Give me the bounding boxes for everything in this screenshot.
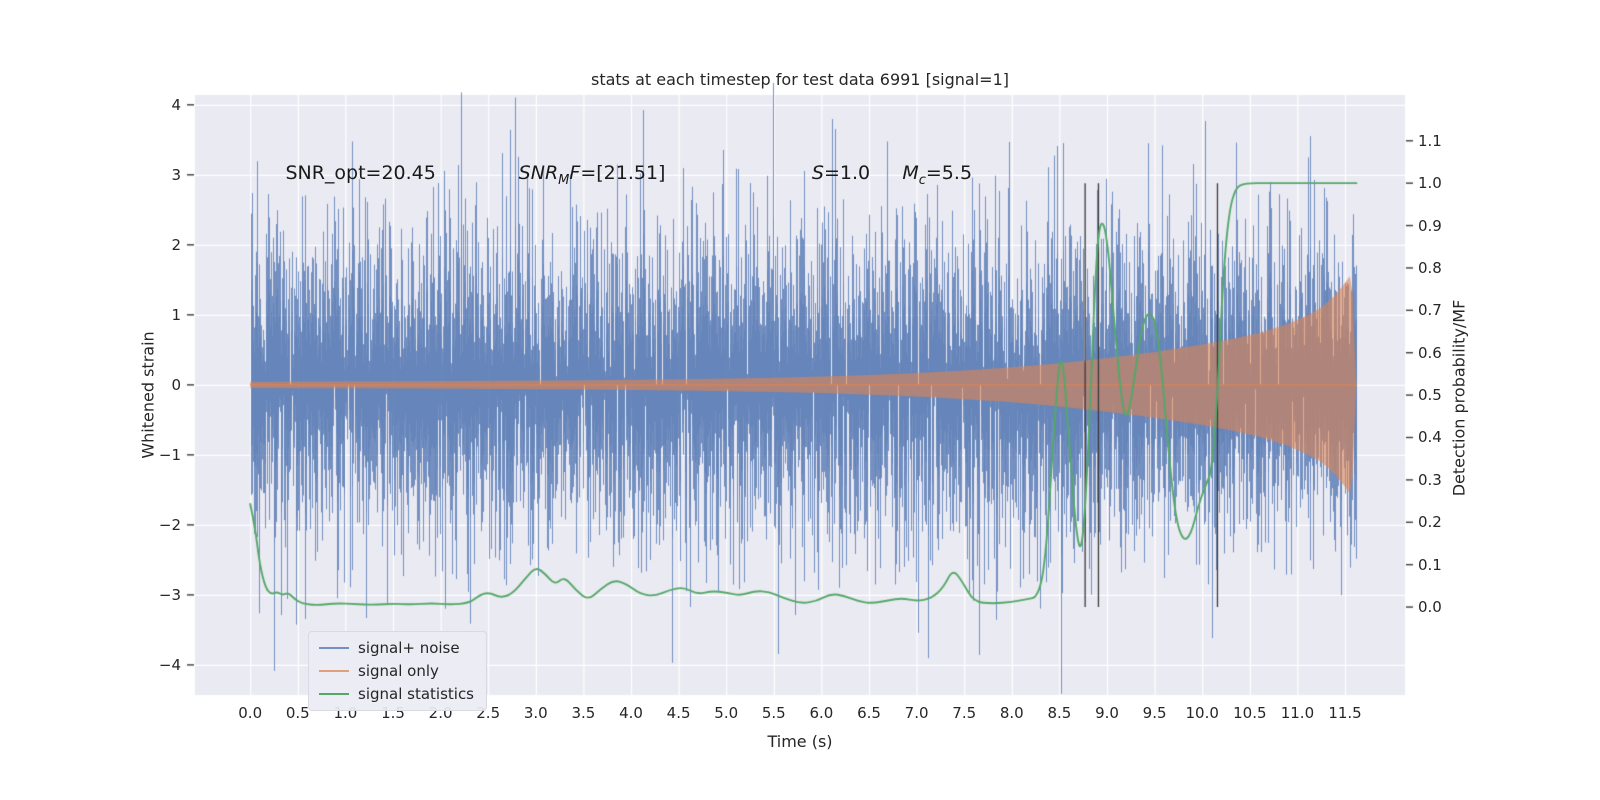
y-left-tick-label: −2 xyxy=(158,515,181,534)
x-tick-label: 3.0 xyxy=(523,704,548,722)
legend-label-signal-statistics: signal statistics xyxy=(358,685,475,703)
x-tick-label: 4.5 xyxy=(666,704,691,722)
x-tick-label: 0.5 xyxy=(285,704,310,722)
x-tick-label: 6.5 xyxy=(857,704,881,722)
legend-label-signal-only: signal only xyxy=(358,662,439,680)
x-tick-label: 11.5 xyxy=(1328,704,1362,722)
annotation-1: SNRMF=[21.51] xyxy=(518,162,666,189)
y-right-tick-label: 1.1 xyxy=(1418,131,1442,150)
legend-swatch-signal-only xyxy=(319,670,349,672)
x-tick-label: 4.0 xyxy=(619,704,643,722)
x-tick-label: 7.5 xyxy=(952,704,977,722)
y-left-tick-label: 4 xyxy=(171,95,181,114)
x-tick-label: 5.0 xyxy=(714,704,739,722)
annotation-2: S=1.0 xyxy=(811,162,871,185)
legend-swatch-signal-noise xyxy=(319,647,349,649)
x-tick-label: 9.0 xyxy=(1095,704,1119,722)
y-right-tick-label: 0.4 xyxy=(1418,428,1442,447)
legend-item-signal-only: signal only xyxy=(319,662,474,680)
y-right-tick-label: 0.2 xyxy=(1418,513,1442,532)
annotation-0: SNR_opt=20.45 xyxy=(285,162,436,185)
x-tick-label: 5.5 xyxy=(761,704,786,722)
x-tick-label: 3.5 xyxy=(571,704,596,722)
x-tick-label: 11.0 xyxy=(1280,704,1315,722)
legend-label-signal-noise: signal+ noise xyxy=(358,639,460,657)
y-left-tick-label: 0 xyxy=(171,375,181,394)
y-right-tick-label: 1.0 xyxy=(1418,174,1442,193)
legend-item-signal-statistics: signal statistics xyxy=(319,685,474,703)
chart-title: stats at each timestep for test data 699… xyxy=(590,70,1009,89)
x-axis-label: Time (s) xyxy=(767,732,833,751)
y-right-tick-label: 0.7 xyxy=(1418,301,1442,320)
y-left-tick-label: 3 xyxy=(171,165,181,184)
x-tick-label: 9.5 xyxy=(1142,704,1167,722)
y-right-tick-label: 0.5 xyxy=(1418,386,1442,405)
y-right-tick-label: 0.9 xyxy=(1418,216,1442,235)
y-left-tick-label: −1 xyxy=(158,445,181,464)
y-left-tick-label: 2 xyxy=(171,235,181,254)
y-left-tick-label: 1 xyxy=(171,305,181,324)
legend: signal+ noise signal only signal statist… xyxy=(308,631,488,711)
legend-swatch-signal-statistics xyxy=(319,693,349,695)
x-tick-label: 0.0 xyxy=(238,704,263,722)
y-right-tick-label: 0.0 xyxy=(1418,598,1442,617)
x-tick-label: 6.0 xyxy=(809,704,834,722)
x-tick-label: 8.0 xyxy=(999,704,1024,722)
y-left-tick-label: −4 xyxy=(158,655,181,674)
y-right-tick-label: 0.6 xyxy=(1418,343,1442,362)
x-tick-label: 10.0 xyxy=(1185,704,1219,722)
y-axis-label-left: Whitened strain xyxy=(138,331,158,459)
y-left-tick-label: −3 xyxy=(158,585,181,604)
y-right-tick-label: 0.3 xyxy=(1418,470,1442,489)
x-tick-label: 10.5 xyxy=(1233,704,1267,722)
x-tick-label: 8.5 xyxy=(1047,704,1072,722)
legend-item-signal-noise: signal+ noise xyxy=(319,639,474,657)
y-right-tick-label: 0.1 xyxy=(1418,555,1442,574)
x-tick-label: 7.0 xyxy=(904,704,929,722)
annotation-3: Mc=5.5 xyxy=(902,162,973,189)
y-right-tick-label: 0.8 xyxy=(1418,258,1442,277)
